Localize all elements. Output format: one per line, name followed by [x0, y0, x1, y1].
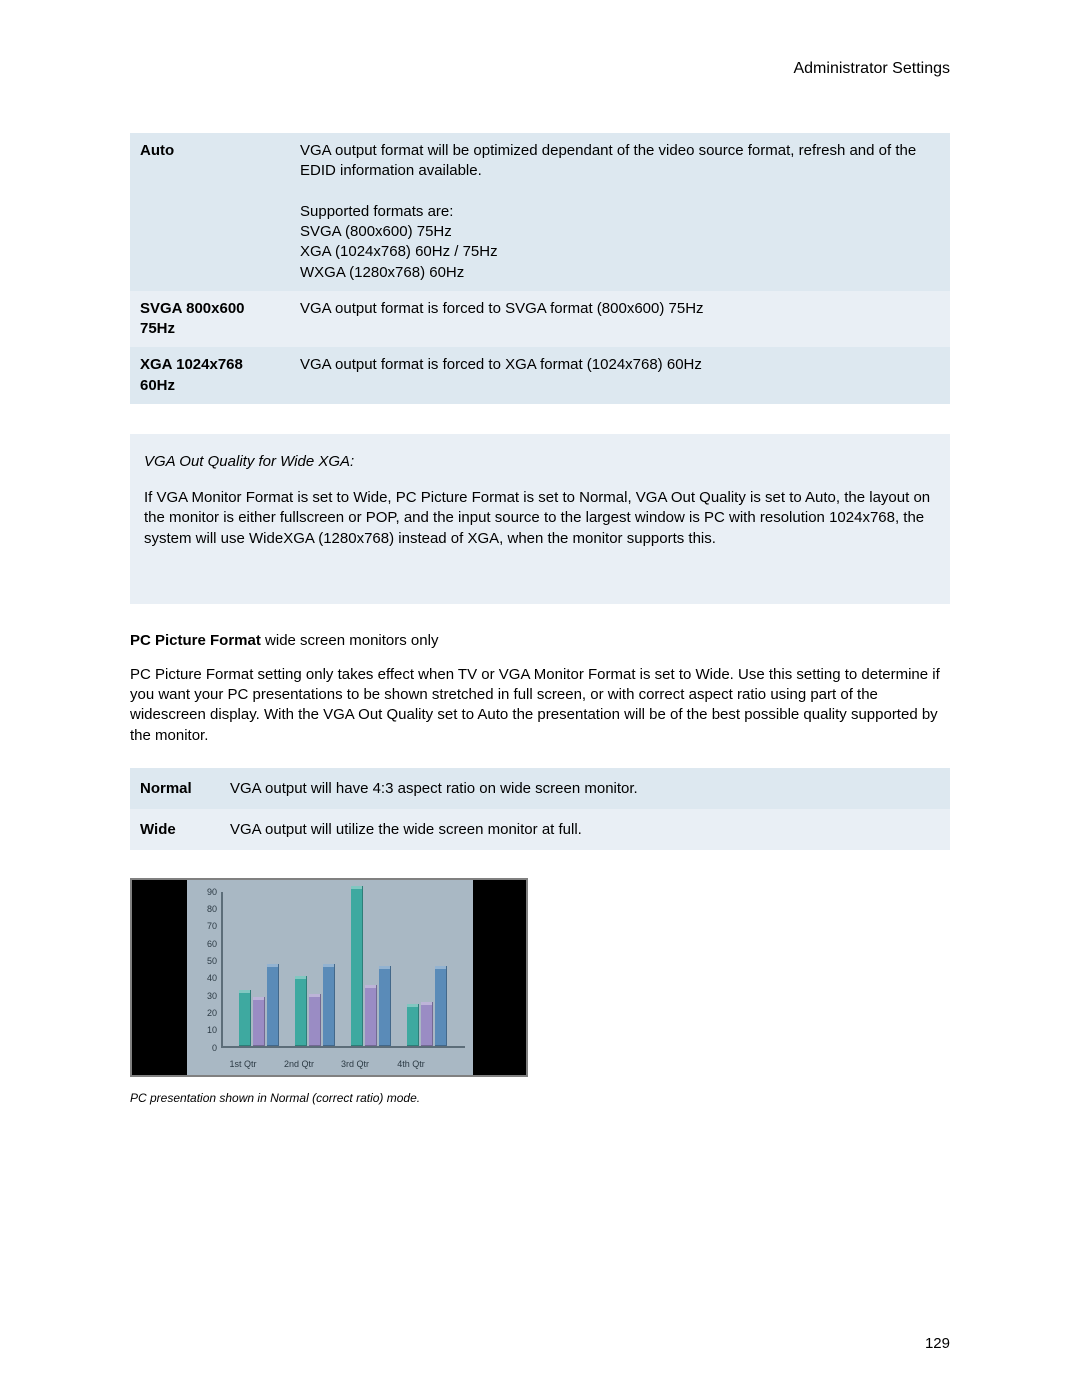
chart-ytick: 0 — [197, 1043, 217, 1053]
vga-row-desc: VGA output format will be optimized depe… — [290, 133, 950, 291]
chart-ytick: 90 — [197, 887, 217, 897]
page-number: 129 — [925, 1335, 950, 1352]
chart-bar — [407, 1004, 419, 1046]
chart-bar — [309, 994, 321, 1046]
chart-xlabel: 2nd Qtr — [271, 1059, 327, 1069]
chart-ytick: 70 — [197, 921, 217, 931]
chart-bar — [379, 966, 391, 1046]
pc-format-table: Normal VGA output will have 4:3 aspect r… — [130, 768, 950, 850]
vga-row-desc: VGA output format is forced to XGA forma… — [290, 347, 950, 404]
chart-bar — [239, 990, 251, 1045]
chart: 0 10 20 30 40 50 60 70 80 90 1st Qtr2nd Qtr3rd Qtr… — [187, 880, 473, 1075]
chart-ytick: 60 — [197, 939, 217, 949]
note-block: VGA Out Quality for Wide XGA: If VGA Mon… — [130, 434, 950, 604]
chart-bar — [351, 886, 363, 1045]
chart-bar — [267, 964, 279, 1045]
chart-xlabel: 3rd Qtr — [327, 1059, 383, 1069]
chart-ytick: 80 — [197, 904, 217, 914]
format-row-desc: VGA output will have 4:3 aspect ratio on… — [220, 768, 950, 809]
chart-ytick: 40 — [197, 973, 217, 983]
vga-row-label: Auto — [130, 133, 290, 291]
chart-xlabel: 1st Qtr — [215, 1059, 271, 1069]
chart-ytick: 20 — [197, 1008, 217, 1018]
chart-bar — [323, 964, 335, 1045]
chart-ytick: 50 — [197, 956, 217, 966]
chart-bar — [365, 985, 377, 1046]
chart-xlabel: 4th Qtr — [383, 1059, 439, 1069]
chart-bar — [295, 976, 307, 1045]
section-heading: PC Picture Format wide screen monitors o… — [130, 632, 950, 649]
vga-format-table: Auto VGA output format will be optimized… — [130, 133, 950, 404]
vga-row-label: SVGA 800x600 75Hz — [130, 291, 290, 348]
section-heading-rest: wide screen monitors only — [261, 632, 439, 649]
chart-ytick: 10 — [197, 1025, 217, 1035]
chart-caption: PC presentation shown in Normal (correct… — [130, 1091, 950, 1105]
chart-bar — [435, 966, 447, 1046]
vga-row-desc: VGA output format is forced to SVGA form… — [290, 291, 950, 348]
vga-row-label: XGA 1024x768 60Hz — [130, 347, 290, 404]
section-heading-bold: PC Picture Format — [130, 632, 261, 649]
chart-bar — [421, 1002, 433, 1045]
note-title: VGA Out Quality for Wide XGA: — [144, 452, 936, 472]
page-header: Administrator Settings — [130, 60, 950, 78]
format-row-label: Wide — [130, 809, 220, 850]
note-body: If VGA Monitor Format is set to Wide, PC… — [144, 488, 936, 549]
chart-bar — [253, 997, 265, 1046]
format-row-label: Normal — [130, 768, 220, 809]
chart-frame: 0 10 20 30 40 50 60 70 80 90 1st Qtr2nd Qtr3rd Qtr… — [130, 878, 528, 1077]
chart-ytick: 30 — [197, 991, 217, 1001]
section-body: PC Picture Format setting only takes eff… — [130, 665, 950, 746]
format-row-desc: VGA output will utilize the wide screen … — [220, 809, 950, 850]
chart-plot — [221, 892, 465, 1048]
